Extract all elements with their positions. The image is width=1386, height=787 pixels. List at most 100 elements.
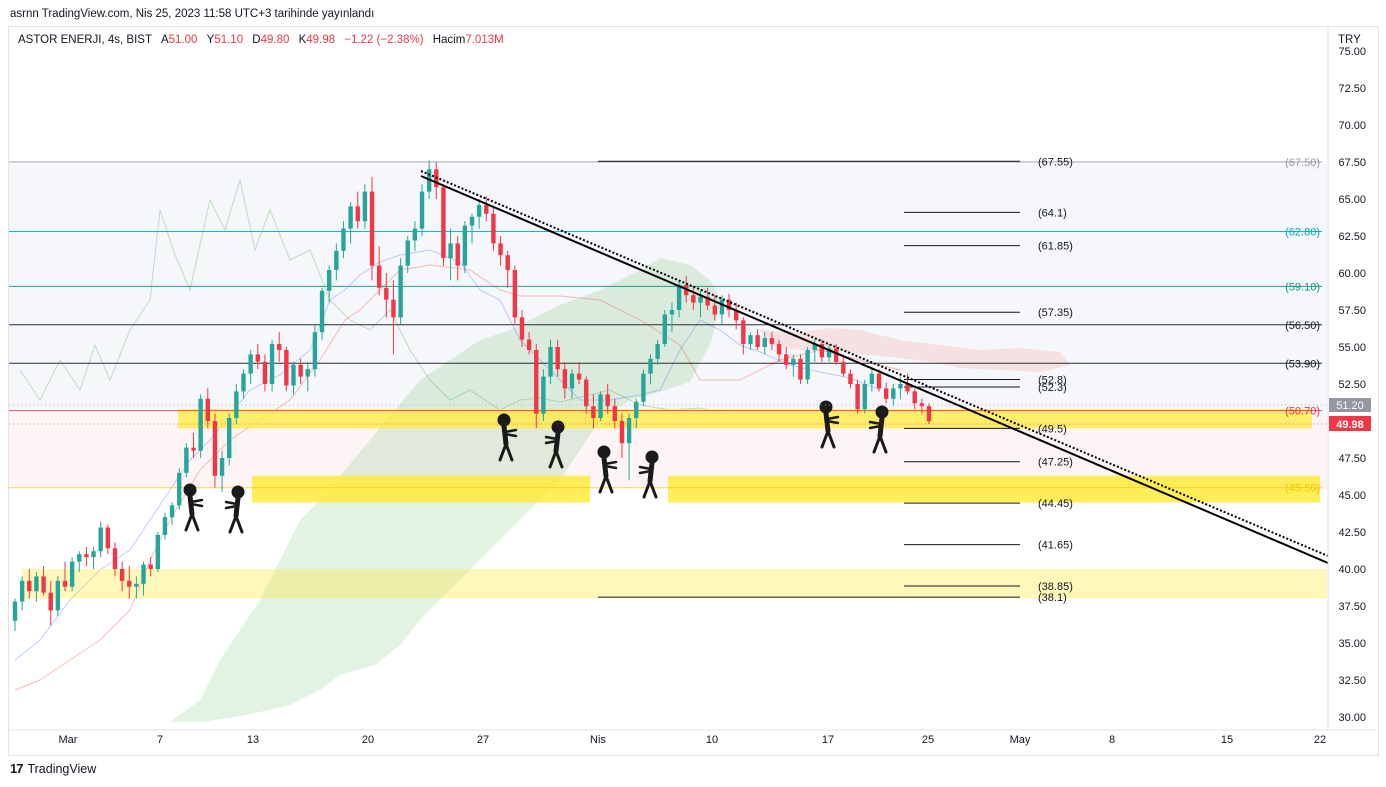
candle[interactable]	[98, 521, 103, 558]
candle[interactable]	[534, 344, 539, 429]
candle[interactable]	[284, 347, 289, 392]
candle[interactable]	[883, 382, 889, 404]
candle[interactable]	[476, 199, 482, 229]
candle[interactable]	[605, 384, 610, 414]
candle[interactable]	[319, 287, 325, 340]
candle[interactable]	[155, 532, 161, 572]
candle[interactable]	[819, 339, 825, 362]
support-zone[interactable]	[252, 475, 590, 503]
candle[interactable]	[791, 354, 796, 377]
candle[interactable]	[62, 561, 68, 592]
candle[interactable]	[469, 213, 475, 244]
candle[interactable]	[762, 332, 767, 355]
candle[interactable]	[441, 184, 446, 266]
candle[interactable]	[269, 339, 275, 392]
candle[interactable]	[505, 250, 510, 288]
candle[interactable]	[298, 358, 303, 384]
candle[interactable]	[669, 302, 675, 333]
candle[interactable]	[398, 258, 403, 325]
candle[interactable]	[141, 561, 146, 596]
candle[interactable]	[212, 413, 218, 488]
candle[interactable]	[334, 243, 339, 281]
candle[interactable]	[826, 344, 832, 362]
candle[interactable]	[112, 542, 118, 577]
candle[interactable]	[462, 221, 468, 273]
candle[interactable]	[312, 324, 318, 377]
candle[interactable]	[612, 398, 618, 429]
candle[interactable]	[555, 339, 560, 377]
candle[interactable]	[77, 551, 82, 572]
candle[interactable]	[562, 361, 568, 399]
candle[interactable]	[119, 561, 125, 592]
candle[interactable]	[405, 236, 410, 273]
candle[interactable]	[619, 413, 625, 458]
candle[interactable]	[755, 329, 760, 350]
candle[interactable]	[412, 221, 418, 251]
candle[interactable]	[584, 376, 589, 414]
candle[interactable]	[591, 394, 596, 429]
candle[interactable]	[277, 332, 282, 362]
candle[interactable]	[162, 512, 168, 540]
candle[interactable]	[191, 432, 196, 458]
candle[interactable]	[355, 191, 360, 229]
candle[interactable]	[641, 369, 646, 407]
candle[interactable]	[634, 398, 639, 429]
candle[interactable]	[662, 310, 667, 347]
candle[interactable]	[869, 369, 875, 392]
candle[interactable]	[726, 293, 732, 318]
candle[interactable]	[305, 361, 310, 392]
candle[interactable]	[205, 388, 210, 429]
footer-brand[interactable]: TradingView	[27, 761, 97, 776]
candle[interactable]	[512, 265, 518, 325]
candle[interactable]	[105, 524, 111, 555]
candle[interactable]	[184, 443, 189, 478]
candle[interactable]	[369, 176, 375, 281]
candle[interactable]	[348, 201, 353, 244]
candle[interactable]	[519, 310, 525, 347]
candle[interactable]	[341, 221, 346, 259]
candle[interactable]	[783, 347, 789, 370]
candle[interactable]	[84, 546, 89, 567]
candle[interactable]	[48, 580, 53, 626]
candle[interactable]	[326, 265, 332, 303]
candle[interactable]	[776, 339, 782, 362]
candle[interactable]	[484, 196, 489, 222]
candle[interactable]	[362, 184, 368, 229]
candle[interactable]	[391, 280, 396, 355]
candle[interactable]	[741, 317, 746, 355]
candle[interactable]	[598, 391, 603, 421]
candle[interactable]	[12, 598, 18, 632]
candle[interactable]	[177, 468, 182, 510]
candle[interactable]	[27, 569, 32, 599]
currency-label[interactable]: TRY	[1338, 34, 1361, 46]
candle[interactable]	[234, 384, 239, 424]
candle[interactable]	[55, 576, 61, 617]
candle[interactable]	[891, 384, 896, 407]
candle[interactable]	[648, 354, 653, 384]
candle[interactable]	[576, 361, 582, 384]
candle[interactable]	[291, 361, 296, 395]
candle[interactable]	[41, 566, 46, 596]
candle[interactable]	[748, 332, 753, 350]
support-zone[interactable]	[22, 569, 1327, 599]
candle[interactable]	[541, 369, 546, 421]
candle[interactable]	[241, 369, 246, 399]
candle[interactable]	[841, 354, 846, 377]
candle[interactable]	[198, 394, 203, 458]
candle[interactable]	[655, 339, 660, 365]
candle[interactable]	[127, 566, 132, 599]
candle[interactable]	[734, 302, 739, 330]
candle[interactable]	[384, 273, 389, 318]
support-zone[interactable]	[178, 409, 1312, 429]
candle[interactable]	[255, 344, 260, 370]
candle[interactable]	[19, 576, 25, 611]
candle[interactable]	[448, 228, 453, 281]
candle[interactable]	[548, 339, 553, 384]
candle[interactable]	[491, 206, 496, 251]
candle[interactable]	[219, 450, 225, 493]
candle[interactable]	[498, 236, 503, 266]
candle[interactable]	[262, 354, 268, 392]
candle[interactable]	[91, 546, 96, 569]
candle[interactable]	[798, 354, 803, 384]
